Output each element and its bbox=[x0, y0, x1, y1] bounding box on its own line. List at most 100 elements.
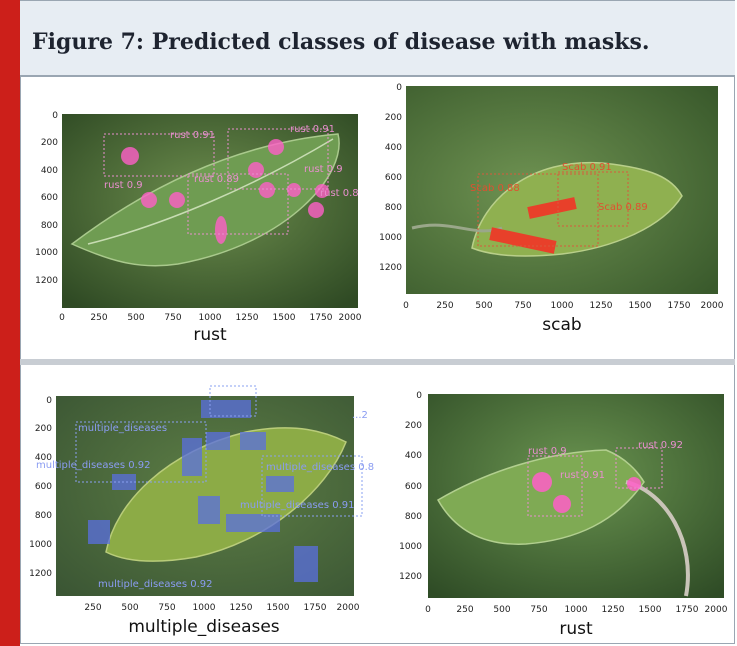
y-tick-label: 800 bbox=[35, 511, 52, 521]
x-tick-label: 250 bbox=[90, 313, 107, 323]
x-tick-label: 500 bbox=[493, 605, 510, 615]
detection-boxes bbox=[527, 447, 663, 517]
mask-region bbox=[240, 432, 266, 450]
y-tick-label: 600 bbox=[385, 173, 402, 183]
x-tick-label: 1000 bbox=[199, 313, 222, 323]
x-tick-label: 1000 bbox=[565, 605, 588, 615]
detection-label: Scab 0.89 bbox=[598, 202, 648, 213]
mask-spot bbox=[248, 162, 264, 178]
mask-spot bbox=[287, 183, 301, 197]
x-tick-label: 750 bbox=[530, 605, 547, 615]
y-tick-label: 1000 bbox=[29, 540, 52, 550]
x-tick-label: 2000 bbox=[701, 301, 724, 311]
y-tick-label: 0 bbox=[46, 396, 52, 406]
detection-boxes bbox=[477, 171, 629, 247]
y-tick-label: 0 bbox=[416, 391, 422, 401]
y-tick-label: 1200 bbox=[35, 276, 58, 286]
figure-frame bbox=[20, 0, 735, 644]
mask-spot bbox=[121, 147, 139, 165]
x-tick-label: 1750 bbox=[310, 313, 333, 323]
detection-label: rust 0.91 bbox=[560, 470, 605, 481]
detection-label: rust 0.91 bbox=[170, 130, 215, 141]
y-tick-label: 1000 bbox=[35, 248, 58, 258]
leaf-vein bbox=[87, 138, 334, 245]
mask-region bbox=[226, 514, 280, 532]
panel-scab: Scab 0.91 Scab 0.88 Scab 0.89 0 200 400 … bbox=[372, 78, 730, 344]
mask-spot bbox=[315, 184, 329, 198]
x-axis: 250 500 750 1000 1250 1500 1750 2000 bbox=[84, 603, 359, 613]
y-tick-label: 0 bbox=[396, 83, 402, 93]
x-tick-label: 2000 bbox=[705, 605, 728, 615]
detection-boxes bbox=[75, 385, 363, 517]
x-tick-label: 1250 bbox=[590, 301, 613, 311]
y-tick-label: 1200 bbox=[379, 263, 402, 273]
x-tick-label: 1500 bbox=[267, 603, 290, 613]
detection-label: multiple_diseases 0.80 bbox=[266, 462, 374, 473]
y-tick-label: 800 bbox=[405, 512, 422, 522]
leaf-image bbox=[70, 133, 340, 267]
panel-multiple-diseases: multiple_diseases multiple_diseases 0.92… bbox=[26, 382, 374, 644]
detection-label: rust 0.9 bbox=[304, 164, 343, 175]
mask-spot bbox=[308, 202, 324, 218]
mask-spot bbox=[141, 192, 157, 208]
x-tick-label: 0 bbox=[425, 605, 431, 615]
panel-rust-top: rust 0.91 rust 0.91 rust 0.9 rust 0.89 r… bbox=[28, 84, 368, 346]
figure-title: Figure 7: Predicted classes of disease w… bbox=[32, 29, 650, 55]
x-tick-label: 0 bbox=[403, 301, 409, 311]
y-axis: 0 200 400 600 800 1000 1200 bbox=[379, 83, 402, 273]
x-tick-label: 2000 bbox=[337, 603, 360, 613]
y-axis: 0 200 400 600 800 1000 1200 bbox=[399, 391, 422, 582]
detection-label: rust 0.91 bbox=[290, 124, 335, 135]
mask-region bbox=[294, 546, 318, 582]
detection-label: rust 0.9 bbox=[104, 180, 143, 191]
x-tick-label: 1750 bbox=[668, 301, 691, 311]
mask-spot bbox=[627, 477, 641, 491]
mask-region bbox=[201, 400, 251, 418]
mask-lesion bbox=[489, 227, 557, 254]
x-tick-label: 1250 bbox=[602, 605, 625, 615]
y-tick-label: 200 bbox=[405, 421, 422, 431]
rust-masks bbox=[121, 139, 329, 244]
mask-spot bbox=[215, 216, 227, 244]
panel-rust-bottom-plot: rust 0.9 rust 0.91 rust 0.92 0 200 400 6… bbox=[399, 391, 728, 639]
y-tick-label: 400 bbox=[41, 166, 58, 176]
mask-region bbox=[198, 496, 220, 524]
row-divider bbox=[20, 359, 735, 365]
x-tick-label: 2000 bbox=[339, 313, 362, 323]
panel-multiple-diseases-plot: multiple_diseases multiple_diseases 0.92… bbox=[29, 385, 374, 637]
x-tick-label: 1000 bbox=[551, 301, 574, 311]
class-label: rust bbox=[559, 619, 593, 639]
leaf-image bbox=[471, 161, 683, 257]
panel-rust-top-plot: rust 0.91 rust 0.91 rust 0.9 rust 0.89 r… bbox=[35, 111, 362, 345]
accent-bar bbox=[0, 0, 20, 646]
detection-label: rust 0.9 bbox=[528, 446, 567, 457]
y-tick-label: 400 bbox=[385, 143, 402, 153]
x-tick-label: 500 bbox=[121, 603, 138, 613]
leaf-image bbox=[105, 427, 347, 562]
detection-label: rust 0.8 bbox=[320, 188, 359, 199]
y-tick-label: 1000 bbox=[399, 542, 422, 552]
detection-label: multiple_diseases 0.92 bbox=[36, 460, 150, 471]
y-tick-label: 800 bbox=[385, 203, 402, 213]
x-tick-label: 1750 bbox=[304, 603, 327, 613]
detection-label: ...2 bbox=[352, 410, 368, 421]
mask-spot bbox=[268, 139, 284, 155]
y-axis: 0 200 400 600 800 1000 1200 bbox=[29, 396, 52, 579]
y-axis: 0 200 400 600 800 1000 1200 bbox=[35, 111, 58, 286]
x-tick-label: 750 bbox=[514, 301, 531, 311]
x-axis: 0 250 500 750 1000 1250 1500 1750 2000 bbox=[59, 313, 362, 323]
x-tick-label: 1500 bbox=[639, 605, 662, 615]
x-tick-label: 0 bbox=[59, 313, 65, 323]
detection-label: rust 0.92 bbox=[638, 440, 683, 451]
class-label: multiple_diseases bbox=[128, 617, 279, 637]
y-tick-label: 0 bbox=[52, 111, 58, 121]
detection-label: rust 0.89 bbox=[194, 174, 239, 185]
y-tick-label: 200 bbox=[41, 138, 58, 148]
detection-boxes bbox=[103, 128, 329, 235]
panel-scab-plot: Scab 0.91 Scab 0.88 Scab 0.89 0 200 400 … bbox=[379, 83, 724, 335]
y-tick-label: 200 bbox=[35, 424, 52, 434]
y-tick-label: 600 bbox=[405, 482, 422, 492]
mask-region bbox=[266, 476, 294, 492]
multiple-disease-masks bbox=[88, 400, 318, 582]
detection-label: Scab 0.91 bbox=[562, 162, 612, 173]
